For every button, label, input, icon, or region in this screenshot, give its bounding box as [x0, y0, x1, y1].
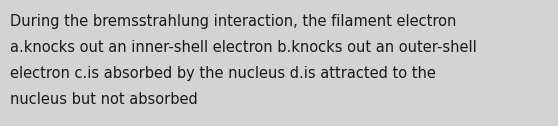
Text: nucleus but not absorbed: nucleus but not absorbed [10, 92, 198, 107]
Text: During the bremsstrahlung interaction, the filament electron: During the bremsstrahlung interaction, t… [10, 14, 456, 29]
Text: a.knocks out an inner-shell electron b.knocks out an outer-shell: a.knocks out an inner-shell electron b.k… [10, 40, 477, 55]
Text: electron c.is absorbed by the nucleus d.is attracted to the: electron c.is absorbed by the nucleus d.… [10, 66, 436, 81]
